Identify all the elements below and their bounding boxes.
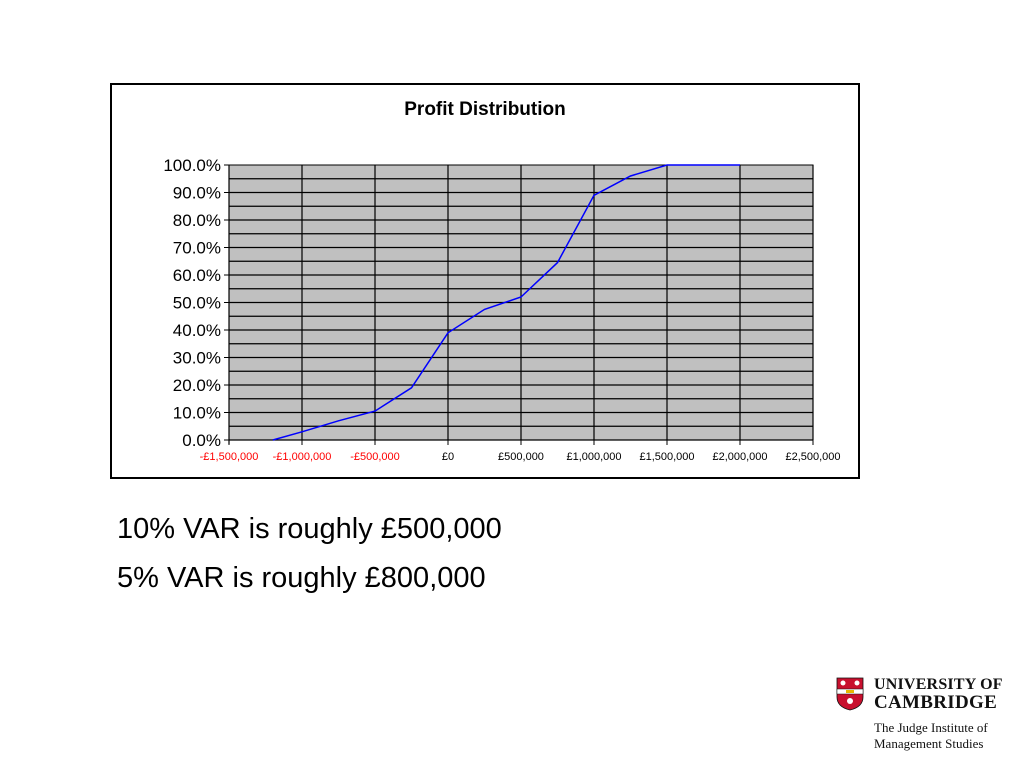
y-tick-label: 20.0% <box>173 376 221 395</box>
y-tick-label: 60.0% <box>173 266 221 285</box>
y-tick-label: 100.0% <box>163 156 221 175</box>
y-tick-label: 80.0% <box>173 211 221 230</box>
university-crest-icon <box>836 677 864 711</box>
y-tick-label: 0.0% <box>182 431 221 450</box>
x-tick-label: -£1,500,000 <box>200 451 259 463</box>
y-tick-label: 70.0% <box>173 239 221 258</box>
profit-distribution-chart: Profit Distribution 0.0% 10.0% 20.0% 30.0% 4… <box>163 99 840 463</box>
x-tick-label: £1,000,000 <box>566 451 621 463</box>
x-tick-label: £1,500,000 <box>639 451 694 463</box>
var-10-percent-text: 10% VAR is roughly £500,000 <box>117 513 502 545</box>
chart-title: Profit Distribution <box>404 99 565 120</box>
y-tick-label: 40.0% <box>173 321 221 340</box>
x-tick-label: £2,500,000 <box>785 451 840 463</box>
y-tick-label: 30.0% <box>173 349 221 368</box>
y-tick-label: 90.0% <box>173 184 221 203</box>
logo-judge-institute: The Judge Institute of <box>874 720 988 735</box>
x-tick-label: -£500,000 <box>350 451 400 463</box>
x-tick-label: -£1,000,000 <box>273 451 332 463</box>
logo-cambridge: CAMBRIDGE <box>874 692 998 713</box>
x-tick-label: £2,000,000 <box>712 451 767 463</box>
logo-university-of: UNIVERSITY OF <box>874 676 1003 693</box>
x-tick-label: £500,000 <box>498 451 544 463</box>
cambridge-logo: UNIVERSITY OF CAMBRIDGE The Judge Instit… <box>836 676 1006 756</box>
var-5-percent-text: 5% VAR is roughly £800,000 <box>117 562 486 594</box>
x-tick-label: £0 <box>442 451 454 463</box>
logo-management-studies: Management Studies <box>874 736 984 751</box>
y-tick-label: 10.0% <box>173 404 221 423</box>
y-tick-label: 50.0% <box>173 294 221 313</box>
cumulative-profit-line <box>272 164 740 441</box>
